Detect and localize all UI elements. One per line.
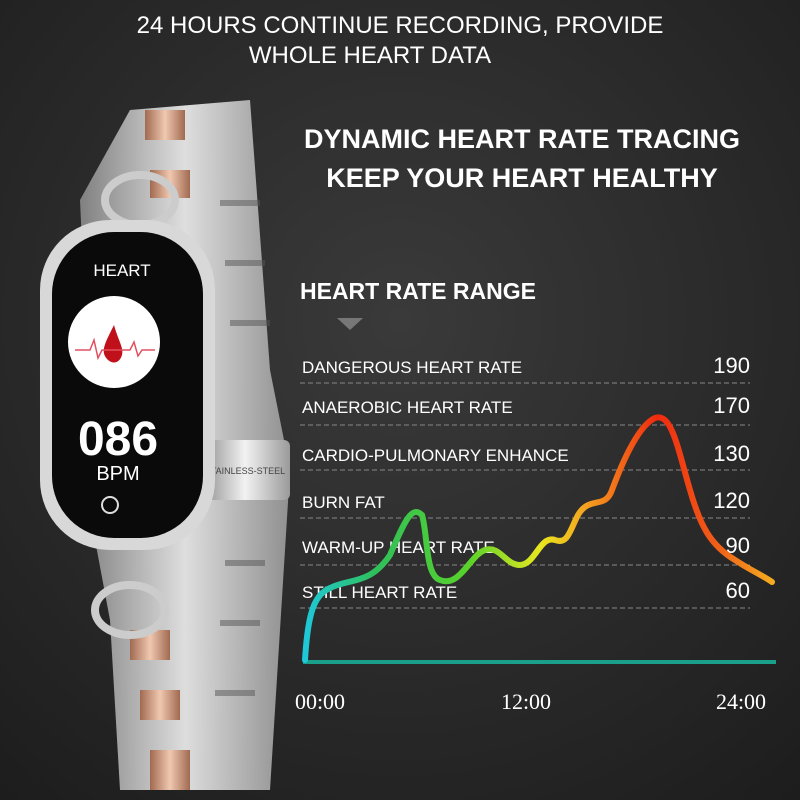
pulse-icon (75, 337, 155, 361)
zone-value: 130 (713, 441, 750, 466)
bpm-reading: 086 (78, 413, 158, 466)
button (101, 496, 119, 514)
zone-label: CARDIO-PULMONARY ENHANCE (302, 446, 569, 465)
time-label: 00:00 (295, 689, 345, 714)
zone-label: BURN FAT (302, 493, 385, 512)
clasp-text: STAINLESS-STEEL (205, 466, 285, 476)
screen-title: HEART (93, 261, 150, 280)
band-grooves (215, 200, 270, 696)
heart-rate-curve (302, 414, 775, 663)
pointer (337, 318, 363, 330)
drop (103, 325, 123, 363)
zone-label: STILL HEART RATE (302, 583, 457, 602)
watch: STAINLESS-STEEL HEART 086 BPM (40, 100, 290, 790)
header-line: 24 HOURS CONTINUE RECORDING, PROVIDE (137, 12, 664, 39)
range-title: HEART RATE RANGE (300, 278, 536, 304)
bpm-unit: BPM (96, 463, 139, 485)
band-links (130, 110, 190, 790)
time-label: 12:00 (501, 689, 551, 714)
zone-label: DANGEROUS HEART RATE (302, 358, 522, 377)
zone-value: 120 (713, 488, 750, 513)
zone-label: ANAEROBIC HEART RATE (302, 398, 513, 417)
headline-line: KEEP YOUR HEART HEALTHY (326, 163, 718, 193)
zone-value: 170 (713, 393, 750, 418)
zone-label: WARM-UP HEART RATE (302, 538, 495, 557)
header-line: WHOLE HEART DATA (249, 42, 491, 69)
headline-line: DYNAMIC HEART RATE TRACING (304, 124, 740, 154)
clasp (200, 440, 290, 500)
lug (91, 581, 169, 639)
zones: DANGEROUS HEART RATE 190 ANAEROBIC HEART R… (300, 353, 750, 609)
time-label: 24:00 (716, 689, 766, 714)
zone-value: 60 (726, 578, 750, 603)
zone-value: 190 (713, 353, 750, 378)
